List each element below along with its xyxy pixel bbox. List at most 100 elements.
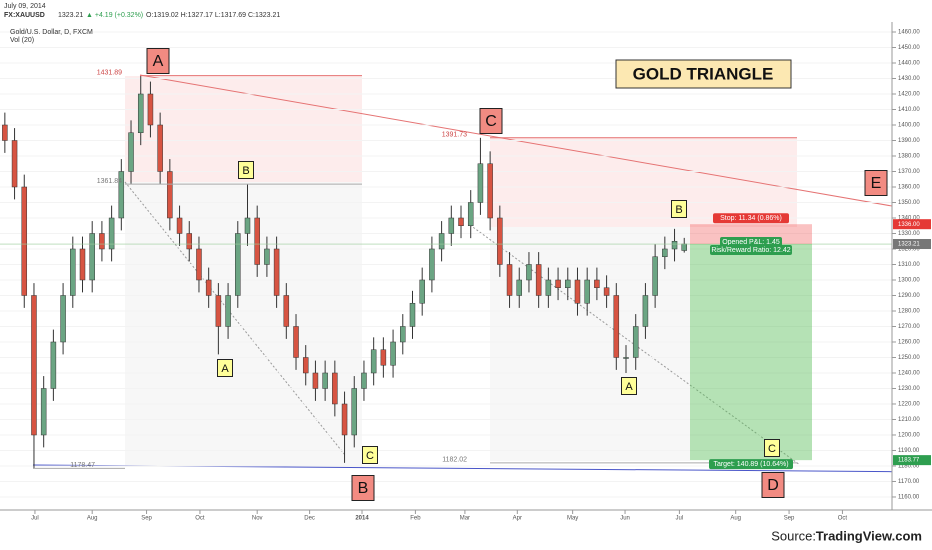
candle-body bbox=[662, 248, 668, 257]
candle-body bbox=[254, 217, 260, 265]
candle-body bbox=[341, 403, 348, 436]
zone bbox=[125, 182, 362, 467]
candle-body bbox=[623, 357, 629, 359]
candle-body bbox=[361, 372, 367, 389]
candle-body bbox=[225, 295, 231, 327]
candle-body bbox=[2, 124, 8, 141]
candle-body bbox=[60, 295, 66, 343]
level-label: 1178.47 bbox=[70, 462, 95, 469]
candle-body bbox=[312, 372, 319, 389]
y-tick-label: 1300.00 bbox=[898, 278, 920, 284]
position-label: Risk/Reward Ratio: 12.42 bbox=[711, 247, 790, 254]
candle-body bbox=[671, 240, 678, 250]
candle-body bbox=[642, 295, 649, 327]
y-tick-label: 1190.00 bbox=[898, 448, 920, 454]
y-tick-label: 1280.00 bbox=[898, 309, 920, 315]
chart-title: GOLD TRIANGLE bbox=[633, 64, 774, 83]
y-tick-label: 1170.00 bbox=[898, 479, 920, 485]
candle-body bbox=[99, 233, 105, 250]
candle-body bbox=[526, 264, 532, 281]
candle-body bbox=[458, 217, 464, 226]
wave-label: D bbox=[767, 477, 779, 494]
candle-body bbox=[574, 279, 581, 304]
candle-body bbox=[118, 171, 125, 219]
y-tick-label: 1420.00 bbox=[898, 92, 920, 98]
candle-body bbox=[380, 349, 387, 366]
y-tick-label: 1370.00 bbox=[898, 169, 920, 175]
price-tag bbox=[893, 239, 931, 250]
wave-label-box bbox=[479, 108, 503, 134]
y-tick-label: 1390.00 bbox=[898, 138, 920, 144]
overlay: 1431.89 1361.84 1391.73 1178.47 1182.02 Stop:… bbox=[33, 48, 888, 501]
y-tick-label: 1430.00 bbox=[898, 76, 920, 82]
x-tick-label: Aug bbox=[730, 516, 741, 522]
candle-body bbox=[40, 388, 47, 436]
candle-body bbox=[351, 388, 358, 436]
x-tick-label: Apr bbox=[513, 516, 522, 522]
x-tick-label: Jun bbox=[620, 516, 630, 522]
candles bbox=[0, 31, 892, 498]
y-tick-label: 1400.00 bbox=[898, 123, 920, 129]
x-tick-label: Aug bbox=[87, 516, 98, 522]
x-tick-label: Mar bbox=[460, 516, 470, 522]
candle-body bbox=[244, 217, 251, 234]
candle-body bbox=[429, 248, 435, 281]
candle-body bbox=[438, 233, 445, 250]
price-tag-label: 1183.77 bbox=[898, 458, 920, 464]
wave-label-box bbox=[351, 475, 375, 501]
candle-body bbox=[273, 248, 280, 296]
price-tag bbox=[893, 455, 931, 466]
candle-body bbox=[467, 202, 474, 226]
candle-body bbox=[594, 279, 600, 288]
candle-body bbox=[283, 295, 290, 327]
date: July 09, 2014 bbox=[4, 3, 46, 10]
position-label-bg bbox=[710, 245, 792, 256]
candle-body bbox=[613, 295, 620, 358]
trendline bbox=[124, 181, 346, 456]
y-tick-label: 1240.00 bbox=[898, 371, 920, 377]
target-zone bbox=[690, 244, 812, 461]
candle-body bbox=[545, 279, 552, 296]
candle-body bbox=[196, 248, 202, 281]
candle-body bbox=[137, 93, 144, 133]
y-tick-label: 1360.00 bbox=[898, 185, 920, 191]
candle-body bbox=[652, 256, 658, 296]
wave-label-box bbox=[621, 377, 637, 395]
candle-body bbox=[535, 264, 542, 296]
candle-body bbox=[215, 295, 222, 327]
candle-body bbox=[302, 357, 309, 374]
wave-label-box bbox=[238, 161, 254, 179]
y-tick-label: 1330.00 bbox=[898, 231, 920, 237]
x-tick-label: Sep bbox=[141, 516, 152, 522]
y-tick-label: 1310.00 bbox=[898, 262, 920, 268]
zone bbox=[490, 227, 690, 461]
x-tick-label: Nov bbox=[252, 516, 263, 522]
y-tick-label: 1180.00 bbox=[898, 464, 920, 470]
candle-body bbox=[89, 233, 95, 281]
candle-body bbox=[400, 326, 406, 343]
y-tick-label: 1220.00 bbox=[898, 402, 920, 408]
candle-body bbox=[235, 233, 241, 296]
wave-label: B bbox=[242, 165, 249, 177]
last: 1323.21 bbox=[58, 12, 83, 19]
candle-body bbox=[108, 217, 115, 250]
candle-body bbox=[50, 341, 57, 389]
candle-body bbox=[11, 140, 18, 188]
y-tick-label: 1290.00 bbox=[898, 293, 920, 299]
source-site: TradingView.com bbox=[816, 528, 922, 543]
level-label: 1361.84 bbox=[97, 178, 122, 185]
y-tick-label: 1450.00 bbox=[898, 45, 920, 51]
candle-body bbox=[497, 217, 503, 265]
candle-body bbox=[516, 279, 522, 296]
title-box bbox=[615, 59, 792, 89]
y-tick-label: 1410.00 bbox=[898, 107, 920, 113]
x-tick-label: Jul bbox=[676, 516, 684, 522]
y-tick-label: 1460.00 bbox=[898, 30, 920, 36]
position-label-bg bbox=[709, 459, 793, 470]
candle-body bbox=[390, 341, 396, 366]
y-tick-label: 1270.00 bbox=[898, 324, 920, 330]
wave-label: A bbox=[153, 53, 164, 70]
candle-body bbox=[487, 163, 493, 219]
